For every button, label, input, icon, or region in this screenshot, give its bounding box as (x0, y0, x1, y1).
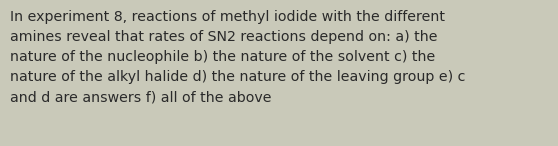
Text: In experiment 8, reactions of methyl iodide with the different
amines reveal tha: In experiment 8, reactions of methyl iod… (10, 10, 465, 104)
